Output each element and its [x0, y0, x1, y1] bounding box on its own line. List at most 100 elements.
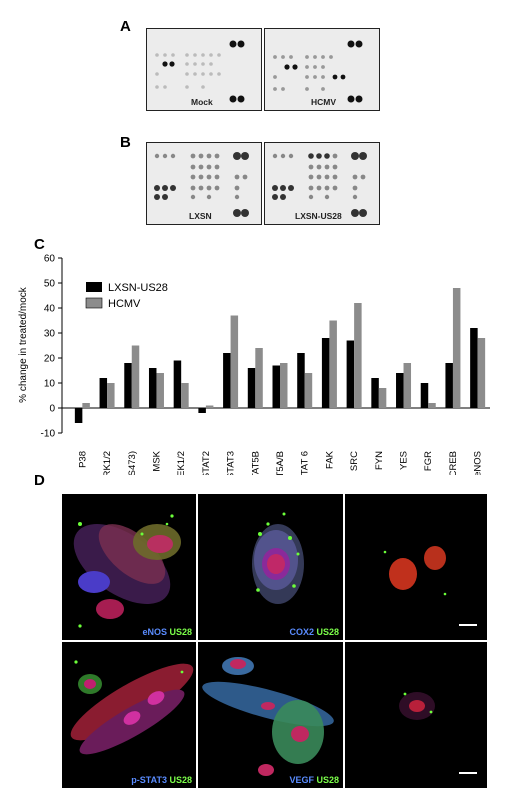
- x-tick-label: eNOS: [473, 451, 484, 475]
- x-tick-label: P38: [77, 451, 88, 468]
- bar-hcmv-erk1-2: [107, 383, 115, 408]
- blot-label-mock: Mock: [191, 97, 213, 107]
- x-tick-labels: P38 ERK1/2 AKT (S473) MSK MEK1/2 STAT2 STAT3 ST…: [77, 450, 483, 475]
- marker-vegf: VEGF: [289, 775, 314, 785]
- x-tick-label: ERK1/2: [102, 451, 113, 475]
- blot-label-lxsn-us28: LXSN-US28: [295, 211, 342, 221]
- x-tick-label: MEK1/2: [176, 451, 187, 475]
- x-tick-label: CREB: [448, 451, 459, 475]
- bar-lxsn-us28-mek1-2: [173, 360, 182, 408]
- x-tick-label: YES: [399, 451, 410, 470]
- marker-pstat3: p-STAT3: [131, 775, 167, 785]
- bar-lxsn-us28-fak: [321, 338, 330, 408]
- x-tick-label: MSK: [151, 450, 162, 471]
- bar-lxsn-us28-stat5a-b: [272, 365, 280, 408]
- array-blot-lxsn-us28: LXSN-US28: [264, 142, 380, 225]
- blot-dots-hcmv: [273, 40, 363, 103]
- bar-hcmv-fgr: [428, 403, 436, 408]
- micrograph-cox2-us28: COX2 US28: [198, 494, 343, 640]
- bar-lxsn-us28-enos: [470, 328, 478, 408]
- blot-dots-mock: [155, 40, 245, 103]
- x-tick-label: STAT 6: [300, 451, 311, 475]
- micrograph-vegf-us28: VEGF US28: [198, 642, 343, 788]
- y-axis-label: % change in treated/mock: [18, 286, 29, 403]
- bar-hcmv-stat-6: [304, 373, 313, 408]
- bar-lxsn-us28-stat5b: [247, 368, 256, 408]
- bar-lxsn-us28-fgr: [420, 383, 429, 408]
- bar-hcmv-fyn: [378, 388, 387, 408]
- x-tick-label: FAK: [324, 450, 335, 469]
- bar-hcmv-stat3: [230, 315, 239, 408]
- bars: [74, 288, 486, 423]
- bar-lxsn-us28-fyn: [371, 378, 379, 408]
- bar-hcmv-mek1-2: [181, 383, 189, 408]
- array-blot-mock: Mock: [146, 28, 262, 111]
- legend-label-lxsn-us28: LXSN-US28: [108, 282, 168, 294]
- panel-c-letter: C: [34, 236, 45, 253]
- bar-hcmv-p38: [82, 403, 90, 408]
- y-tick-label: 60: [44, 254, 56, 265]
- bar-hcmv-stat5a-b: [280, 363, 288, 408]
- y-tick-label: 0: [49, 404, 55, 415]
- y-tick-label: 10: [44, 379, 56, 390]
- bar-lxsn-us28-p38: [74, 408, 83, 423]
- panel-d-letter: D: [34, 472, 45, 489]
- bar-lxsn-us28-msk: [148, 368, 157, 408]
- cells-vegf: [202, 657, 334, 776]
- label-cox2-us28: COX2 US28: [289, 627, 339, 637]
- x-tick-label: STAT3: [226, 451, 237, 475]
- legend: LXSN-US28 HCMV: [85, 282, 168, 310]
- label-vegf-us28: VEGF US28: [289, 775, 339, 785]
- micrograph-enos-us28: eNOS US28: [62, 494, 196, 640]
- blot-label-hcmv: HCMV: [311, 97, 337, 107]
- y-tick-label: 50: [44, 279, 56, 290]
- label-enos-us28: eNOS US28: [142, 627, 192, 637]
- cells-enos: [73, 514, 181, 628]
- bar-hcmv-stat2: [205, 405, 214, 408]
- bar-lxsn-us28-stat-6: [297, 353, 305, 408]
- marker-us28-c: US28: [169, 775, 192, 785]
- bar-hcmv-creb: [452, 288, 461, 408]
- cells-control-bottom: [399, 692, 435, 720]
- bar-lxsn-us28-akt-s473-: [124, 363, 132, 408]
- bar-lxsn-us28-stat2: [198, 408, 206, 413]
- bar-hcmv-fak: [329, 320, 337, 408]
- array-blot-hcmv: HCMV: [264, 28, 380, 111]
- bar-hcmv-akt-s473-: [131, 345, 140, 408]
- legend-swatch-lxsn-us28: [86, 282, 102, 292]
- x-tick-label: AKT (S473): [127, 451, 138, 475]
- y-tick-label: 30: [44, 329, 56, 340]
- legend-swatch-hcmv: [85, 297, 103, 309]
- label-pstat3-us28: p-STAT3 US28: [131, 775, 192, 785]
- bar-hcmv-src: [354, 303, 362, 408]
- array-blot-lxsn: LXSN: [146, 142, 262, 225]
- marker-enos: eNOS: [142, 627, 167, 637]
- panel-a-letter: A: [120, 18, 131, 35]
- x-tick-label: FYN: [374, 451, 385, 470]
- x-tick-label: SRC: [349, 451, 360, 471]
- micrograph-control-bottom: [345, 642, 487, 788]
- y-tick-label: 20: [44, 354, 56, 365]
- blot-dots-lxsn: [154, 152, 249, 217]
- bar-lxsn-us28-erk1-2: [99, 378, 108, 408]
- blot-label-lxsn: LXSN: [189, 211, 212, 221]
- cells-control-top: [383, 546, 447, 596]
- panel-b-letter: B: [120, 134, 131, 151]
- bar-hcmv-stat5b: [255, 348, 263, 408]
- bar-hcmv-enos: [477, 338, 486, 408]
- legend-label-hcmv: HCMV: [108, 298, 141, 310]
- cells-cox2: [252, 512, 304, 604]
- marker-us28-b: US28: [316, 627, 339, 637]
- marker-cox2: COX2: [289, 627, 314, 637]
- y-tick-label: -10: [41, 429, 56, 440]
- bar-hcmv-msk: [156, 373, 164, 408]
- bar-lxsn-us28-yes: [396, 373, 404, 408]
- bar-lxsn-us28-src: [346, 340, 355, 408]
- x-tick-label: STAT5B: [250, 451, 261, 475]
- scale-bar-bottom: [459, 772, 477, 774]
- x-tick-label: FGR: [423, 451, 434, 471]
- x-tick-label: STAT2: [201, 451, 212, 475]
- micrograph-control-top: [345, 494, 487, 640]
- bar-hcmv-yes: [403, 363, 412, 408]
- bar-chart: -10 0 10 20 30 40 50 60 P38 ERK1/2 AKT (S473) MSK M…: [18, 254, 490, 475]
